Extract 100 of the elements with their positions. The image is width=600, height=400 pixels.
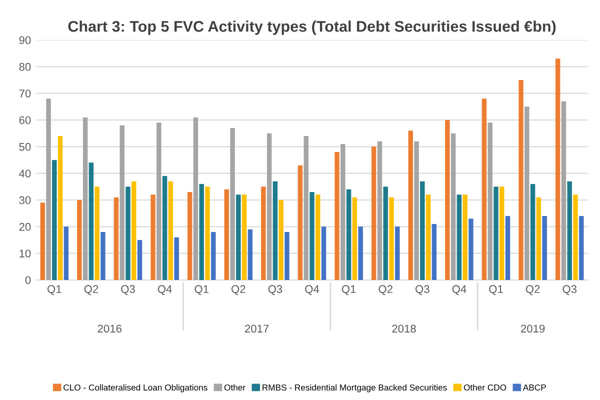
- bar: [168, 181, 174, 280]
- x-tick-label: Q3: [121, 285, 135, 296]
- x-tick-label: Q3: [416, 285, 430, 296]
- bar: [88, 162, 94, 280]
- bar: [120, 125, 124, 280]
- bar: [137, 240, 142, 280]
- bar: [150, 194, 156, 280]
- x-tick-label: Q4: [158, 285, 172, 296]
- bar: [126, 186, 130, 280]
- bar: [579, 216, 584, 280]
- bar: [500, 186, 504, 280]
- text: 2019: [521, 324, 545, 333]
- bar: [389, 197, 394, 280]
- bar: [114, 197, 119, 280]
- bar: [414, 141, 419, 280]
- bar: [310, 192, 314, 280]
- bar: [278, 200, 284, 280]
- bar: [536, 197, 542, 280]
- y-tick-label: 30: [19, 196, 31, 204]
- bar: [156, 122, 162, 280]
- bar: [193, 117, 198, 280]
- bar: [321, 226, 326, 280]
- bar: [211, 232, 216, 280]
- bar: [100, 232, 106, 280]
- bar: [199, 184, 204, 280]
- bar: [488, 122, 492, 280]
- bar: [371, 146, 376, 280]
- bar: [40, 202, 45, 280]
- bar: [530, 184, 536, 280]
- y-tick-label: 0: [25, 276, 31, 284]
- bar: [420, 181, 425, 280]
- bar: [567, 181, 572, 280]
- bar: [298, 165, 303, 280]
- bar: [555, 58, 560, 280]
- bar: [561, 101, 566, 280]
- x-tick-label: Q1: [194, 285, 208, 296]
- y-tick-label: 50: [19, 142, 31, 151]
- y-tick-label: 70: [19, 90, 31, 98]
- bar: [456, 194, 462, 280]
- bar: [383, 186, 388, 280]
- bar: [266, 133, 272, 280]
- bar: [132, 181, 136, 280]
- x-tick-label: Q1: [48, 285, 62, 296]
- bar: [77, 200, 82, 280]
- bar: [340, 144, 346, 280]
- y-tick-label: 80: [19, 62, 31, 71]
- x-tick-label: Q1: [489, 285, 503, 296]
- bar: [52, 160, 57, 280]
- bar: [482, 98, 487, 280]
- bar: [432, 224, 437, 280]
- bar: [224, 189, 229, 280]
- chart-title: Chart 3: Top 5 FVC Activity types (Total Debt Securities Issued €bn): [68, 20, 556, 35]
- bar: [174, 237, 179, 280]
- bar: [462, 194, 468, 280]
- bar: [494, 186, 498, 280]
- bar: [408, 130, 413, 280]
- bar: [248, 229, 253, 280]
- bar: [358, 226, 363, 280]
- bar: [94, 186, 100, 280]
- bar: [242, 194, 247, 280]
- legend-label: RMBS - Residential Mortgage Backed Securities: [262, 384, 447, 392]
- bar: [426, 194, 431, 280]
- x-tick-label: Q2: [84, 285, 98, 296]
- bar: [352, 197, 358, 280]
- x-tick-label: Q3: [562, 285, 577, 296]
- bar: [377, 141, 382, 280]
- legend-label: CLO - Collateralised Loan Obligations: [64, 384, 208, 392]
- text: 2018: [392, 324, 416, 333]
- bar: [316, 194, 320, 280]
- bar: [162, 176, 168, 280]
- bar: [64, 226, 69, 280]
- bar: [395, 226, 400, 280]
- legend-label: Other CDO: [464, 384, 506, 391]
- text: 2017: [245, 324, 269, 333]
- bar: [573, 194, 578, 280]
- bar: [236, 194, 241, 280]
- bar: [450, 133, 456, 280]
- bar: [46, 98, 51, 280]
- y-tick-label: 60: [19, 116, 31, 124]
- y-tick-label: 40: [19, 170, 31, 178]
- legend-label: ABCP: [522, 384, 546, 391]
- x-tick-label: Q2: [232, 285, 246, 296]
- bar: [82, 117, 88, 280]
- bar: [445, 120, 450, 280]
- x-tick-label: Q1: [342, 285, 356, 296]
- bar: [58, 136, 63, 280]
- bar: [284, 232, 290, 280]
- bar: [524, 106, 530, 280]
- bar: [187, 192, 192, 280]
- y-tick-label: 20: [19, 222, 31, 231]
- bar: [334, 152, 340, 280]
- x-tick-label: Q4: [305, 285, 320, 296]
- bar: [542, 216, 547, 280]
- y-tick-label: 90: [19, 36, 31, 44]
- text: 2016: [98, 324, 122, 333]
- x-tick-label: Q2: [526, 285, 540, 296]
- x-tick-label: Q3: [268, 285, 282, 296]
- bar: [205, 186, 210, 280]
- bar: [272, 181, 278, 280]
- bar: [518, 80, 524, 280]
